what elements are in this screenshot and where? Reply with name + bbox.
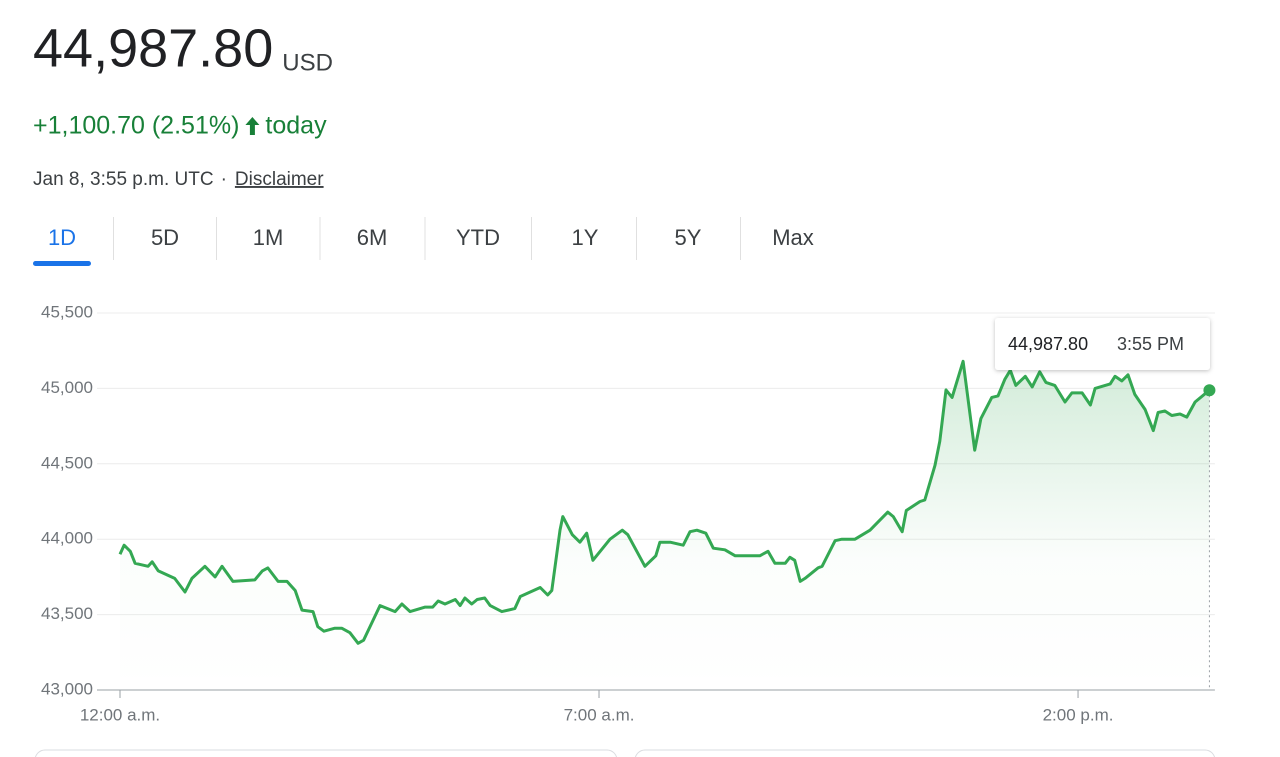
- currency: USD: [282, 49, 333, 76]
- up-arrow: [245, 117, 260, 135]
- separator: ·: [221, 169, 227, 190]
- price-line: [118, 359, 1211, 645]
- price-change: +1,100.70 (2.51%): [33, 112, 239, 140]
- y-tick-label: 45,000: [41, 378, 93, 397]
- y-tick-label: 43,000: [41, 679, 93, 698]
- y-tick-label: 44,500: [41, 453, 93, 472]
- y-tick-label: 43,500: [41, 604, 93, 623]
- tooltip: 44,987.80 3:55 PM: [995, 318, 1210, 370]
- range-tab[interactable]: 5Y: [675, 225, 702, 250]
- x-tick-label: 12:00 a.m.: [80, 705, 160, 724]
- range-tabs: 1D 5D 1M 6M YTD 1Y 5Y Max: [33, 217, 814, 266]
- range-tab[interactable]: 1Y: [572, 225, 599, 250]
- range-tab[interactable]: 1D: [48, 225, 76, 250]
- y-tick-label: 45,500: [41, 302, 93, 321]
- price: 44,987.80: [33, 18, 273, 78]
- x-tick-label: 7:00 a.m.: [564, 705, 635, 724]
- info-card: [634, 749, 1216, 757]
- info-card: [34, 749, 618, 757]
- y-tick-label: 44,000: [41, 529, 93, 548]
- tooltip-box: [995, 318, 1210, 370]
- disclaimer-link[interactable]: Disclaimer: [235, 169, 324, 190]
- chart: 43,000 43,500 44,000 44,500 45,000 45,500 12:0…: [41, 302, 1216, 724]
- active-tab-indicator: [33, 261, 91, 266]
- tooltip-value: 44,987.80: [1008, 334, 1088, 354]
- change-period: today: [265, 112, 327, 140]
- current-point: [1203, 384, 1216, 397]
- range-tab[interactable]: 5D: [151, 225, 179, 250]
- tooltip-time: 3:55 PM: [1117, 334, 1184, 354]
- range-tab[interactable]: Max: [772, 225, 814, 250]
- range-tab[interactable]: 6M: [357, 225, 388, 250]
- range-tab[interactable]: YTD: [456, 225, 500, 250]
- area: [120, 361, 1210, 690]
- timestamp: Jan 8, 3:55 p.m. UTC: [33, 169, 214, 190]
- x-tick-label: 2:00 p.m.: [1043, 705, 1114, 724]
- range-tab[interactable]: 1M: [253, 225, 284, 250]
